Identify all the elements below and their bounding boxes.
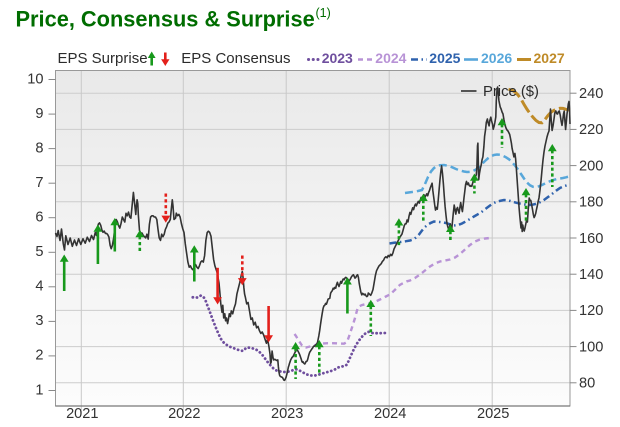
svg-text:180: 180 bbox=[579, 195, 603, 211]
svg-text:2025: 2025 bbox=[429, 50, 460, 66]
svg-text:2027: 2027 bbox=[534, 50, 565, 66]
svg-text:2022: 2022 bbox=[168, 406, 200, 422]
svg-text:160: 160 bbox=[579, 231, 603, 247]
svg-text:Price ($): Price ($) bbox=[483, 84, 539, 100]
svg-text:140: 140 bbox=[579, 267, 603, 283]
svg-text:7: 7 bbox=[35, 175, 43, 191]
svg-text:1: 1 bbox=[35, 382, 43, 398]
svg-text:2023: 2023 bbox=[271, 406, 303, 422]
svg-text:240: 240 bbox=[579, 86, 603, 102]
svg-text:9: 9 bbox=[35, 106, 43, 122]
svg-text:2023: 2023 bbox=[322, 50, 353, 66]
svg-text:6: 6 bbox=[35, 210, 43, 226]
svg-text:200: 200 bbox=[579, 158, 603, 174]
svg-text:220: 220 bbox=[579, 122, 603, 138]
svg-text:4: 4 bbox=[35, 279, 43, 295]
svg-text:5: 5 bbox=[35, 244, 43, 260]
svg-text:EPS Surprise: EPS Surprise bbox=[58, 50, 148, 67]
svg-text:3: 3 bbox=[35, 313, 43, 329]
svg-text:10: 10 bbox=[27, 71, 43, 87]
svg-text:EPS Consensus: EPS Consensus bbox=[181, 50, 290, 67]
svg-text:2024: 2024 bbox=[375, 50, 406, 66]
svg-text:120: 120 bbox=[579, 303, 603, 319]
svg-text:100: 100 bbox=[579, 339, 603, 355]
svg-text:2025: 2025 bbox=[477, 406, 509, 422]
svg-text:Price, Consensus & Surprise: Price, Consensus & Surprise bbox=[16, 7, 315, 32]
svg-text:2026: 2026 bbox=[481, 50, 512, 66]
svg-text:2024: 2024 bbox=[374, 406, 406, 422]
svg-text:8: 8 bbox=[35, 140, 43, 156]
svg-text:(1): (1) bbox=[316, 6, 331, 20]
svg-text:80: 80 bbox=[579, 376, 595, 392]
svg-text:2021: 2021 bbox=[66, 406, 98, 422]
svg-text:2: 2 bbox=[35, 348, 43, 364]
